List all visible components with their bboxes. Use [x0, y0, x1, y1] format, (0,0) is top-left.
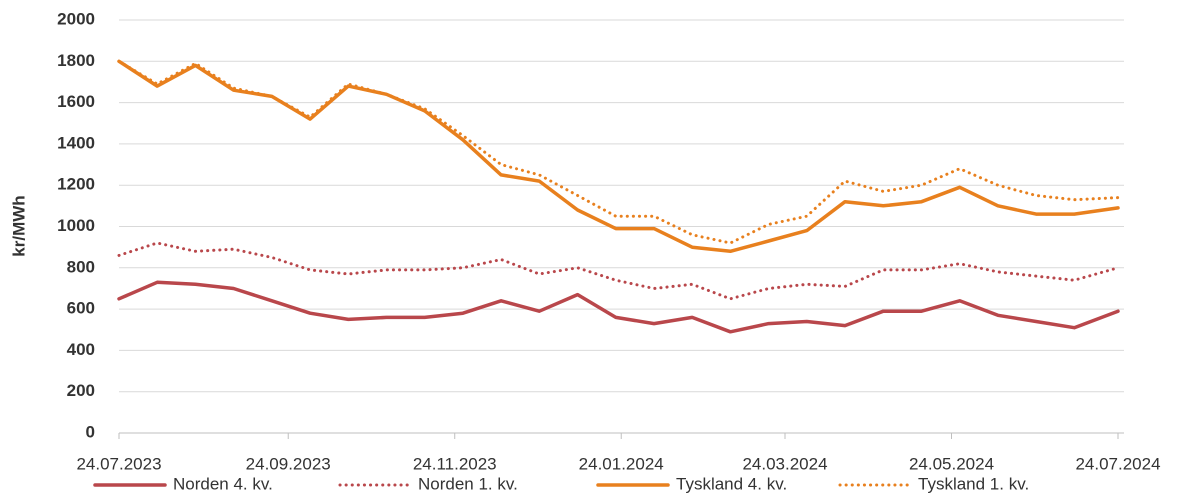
x-tick-label: 24.11.2023 — [413, 454, 497, 473]
series-line — [117, 241, 1120, 301]
x-tick-label: 24.07.2024 — [1075, 454, 1160, 473]
y-tick-label: 1800 — [57, 51, 95, 70]
legend-label: Tyskland 1. kv. — [918, 474, 1029, 493]
y-axis-label: kr/MWh — [9, 195, 28, 256]
legend-label: Norden 4. kv. — [173, 474, 273, 493]
y-tick-label: 1400 — [57, 133, 95, 152]
series-line — [117, 59, 1120, 245]
series-line — [117, 59, 1120, 254]
x-tick-label: 24.09.2023 — [246, 454, 331, 473]
x-tick-label: 24.07.2023 — [76, 454, 161, 473]
y-tick-label: 400 — [67, 340, 95, 359]
series-line — [117, 280, 1120, 334]
y-tick-label: 200 — [67, 381, 95, 400]
x-tick-label: 24.03.2024 — [742, 454, 827, 473]
y-tick-label: 0 — [86, 422, 95, 441]
y-tick-label: 1200 — [57, 175, 95, 194]
x-tick-label: 24.05.2024 — [909, 454, 994, 473]
y-tick-label: 600 — [67, 299, 95, 318]
legend-label: Norden 1. kv. — [418, 474, 518, 493]
y-tick-label: 1000 — [57, 216, 95, 235]
legend-label: Tyskland 4. kv. — [676, 474, 787, 493]
y-tick-label: 2000 — [57, 9, 95, 28]
y-tick-label: 1600 — [57, 92, 95, 111]
y-tick-label: 800 — [67, 257, 95, 276]
x-tick-label: 24.01.2024 — [579, 454, 664, 473]
